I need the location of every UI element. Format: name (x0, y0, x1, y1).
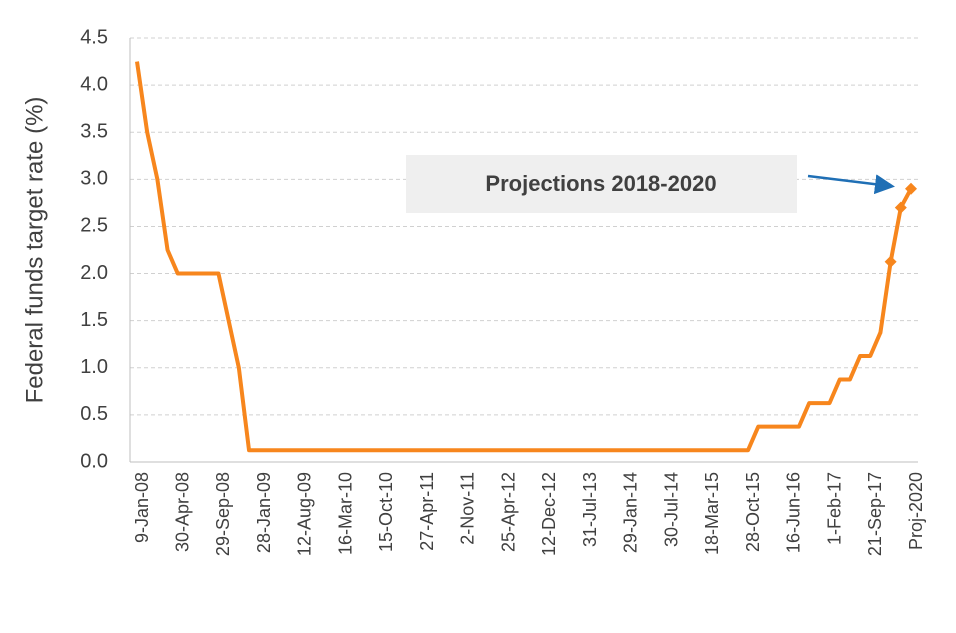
x-tick-label: 31-Jul-13 (580, 472, 600, 547)
x-tick-label: 9-Jan-08 (132, 472, 152, 543)
x-tick-label: 25-Apr-12 (498, 472, 518, 552)
x-tick-label: 1-Feb-17 (824, 472, 844, 545)
x-tick-label: 27-Apr-11 (417, 472, 437, 551)
y-tick-label: 1.5 (80, 309, 108, 331)
y-axis-title: Federal funds target rate (%) (21, 97, 48, 404)
x-tick-label: 12-Aug-09 (295, 472, 315, 556)
x-tick-label: 18-Mar-15 (702, 472, 722, 555)
y-tick-label: 3.5 (80, 121, 108, 143)
x-tick-label: 15-Oct-10 (376, 472, 396, 552)
line-series (888, 187, 913, 263)
x-tick-label: 16-Mar-10 (335, 472, 355, 555)
annotation-box (406, 155, 797, 213)
series-connector (878, 259, 893, 335)
x-tick-label: Proj-2020 (906, 472, 926, 550)
x-tick-label: 2-Nov-11 (458, 472, 478, 545)
y-tick-label: 0.0 (80, 450, 108, 472)
point-marker (884, 255, 897, 268)
y-tick-label: 4.5 (80, 26, 108, 48)
x-tick-label: 30-Apr-08 (172, 472, 192, 552)
y-tick-label: 2.5 (80, 215, 108, 237)
x-tick-label: 28-Jan-09 (254, 472, 274, 553)
x-tick-label: 29-Jan-14 (621, 472, 641, 553)
y-tick-label: 0.5 (80, 403, 108, 425)
x-tick-label: 30-Jul-14 (661, 472, 681, 547)
point-marker (905, 182, 917, 195)
annotation-arrow (807, 174, 895, 195)
annotation-text: Projections 2018-2020 (485, 171, 716, 196)
y-tick-label: 1.0 (80, 356, 108, 378)
x-tick-label: 12-Dec-12 (539, 472, 559, 556)
y-tick-label: 4.0 (80, 73, 108, 95)
y-tick-label: 3.0 (80, 168, 108, 190)
x-tick-label: 16-Jun-16 (784, 472, 804, 553)
x-tick-label: 29-Sep-08 (213, 472, 233, 556)
point-marker (894, 201, 907, 214)
y-tick-label: 2.0 (80, 262, 108, 284)
line-series (135, 61, 883, 453)
x-tick-label: 28-Oct-15 (743, 472, 763, 552)
x-tick-label: 21-Sep-17 (865, 472, 885, 556)
